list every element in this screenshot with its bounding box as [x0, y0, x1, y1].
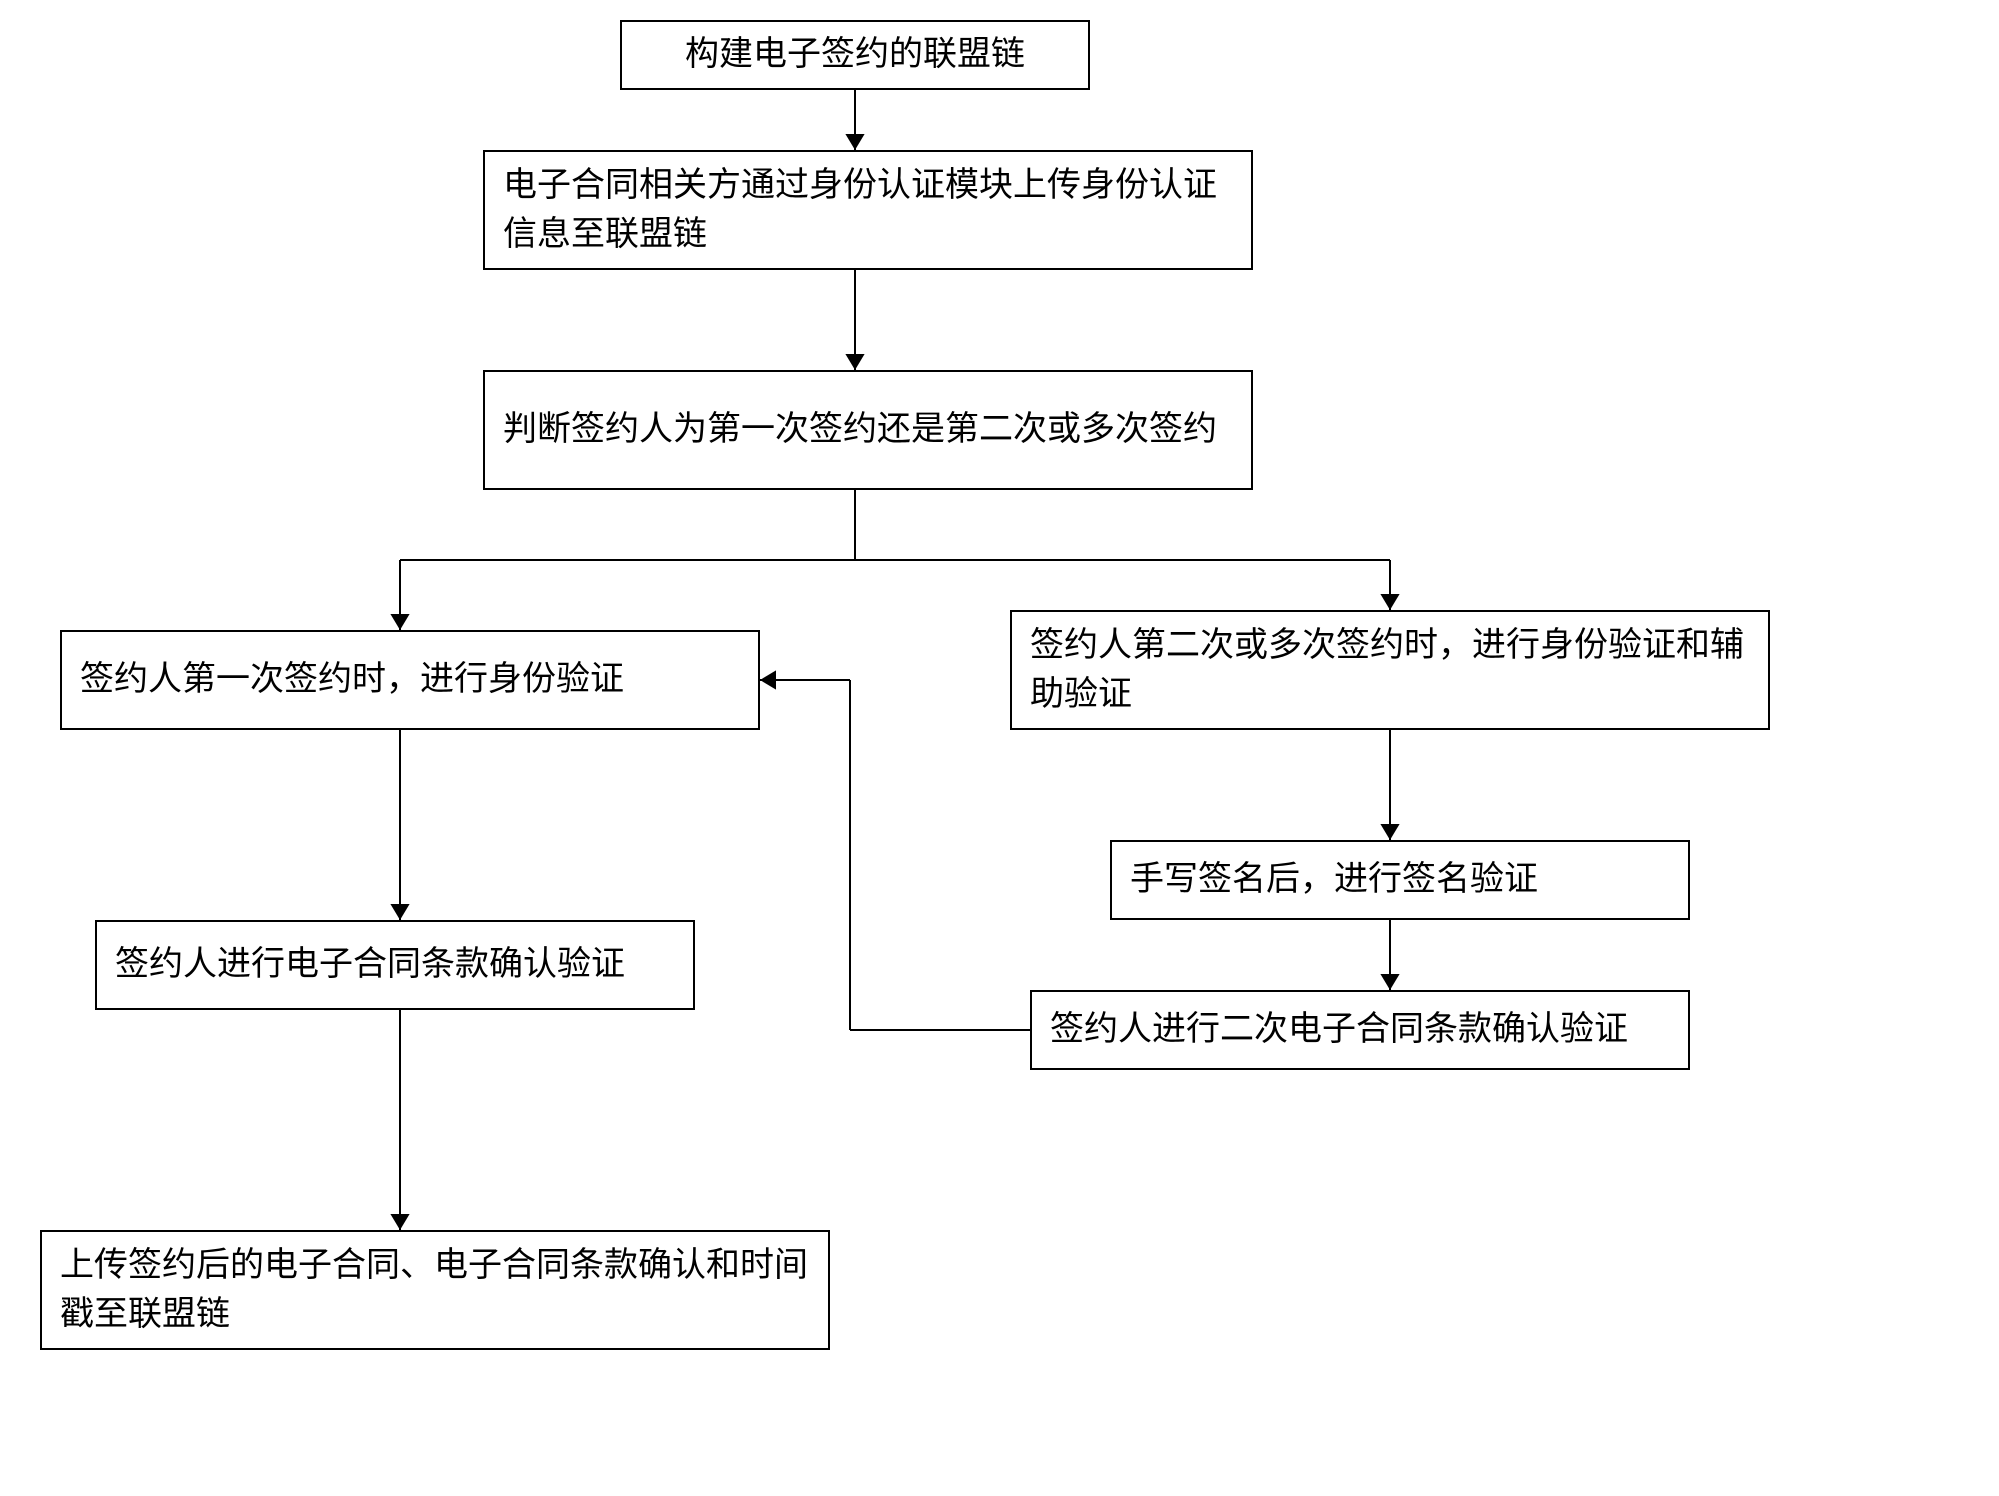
node-build-chain: 构建电子签约的联盟链	[620, 20, 1090, 90]
node-label: 手写签名后，进行签名验证	[1130, 855, 1538, 904]
node-label: 签约人第二次或多次签约时，进行身份验证和辅助验证	[1030, 621, 1750, 720]
node-label: 签约人进行电子合同条款确认验证	[115, 940, 625, 989]
node-upload-identity: 电子合同相关方通过身份认证模块上传身份认证信息至联盟链	[483, 150, 1253, 270]
node-label: 上传签约后的电子合同、电子合同条款确认和时间戳至联盟链	[60, 1241, 810, 1340]
node-upload-contract: 上传签约后的电子合同、电子合同条款确认和时间戳至联盟链	[40, 1230, 830, 1350]
node-first-sign-verify: 签约人第一次签约时，进行身份验证	[60, 630, 760, 730]
node-judge-first-or-repeat: 判断签约人为第一次签约还是第二次或多次签约	[483, 370, 1253, 490]
node-label: 判断签约人为第一次签约还是第二次或多次签约	[503, 405, 1217, 454]
node-label: 电子合同相关方通过身份认证模块上传身份认证信息至联盟链	[503, 161, 1233, 260]
node-label: 签约人第一次签约时，进行身份验证	[80, 655, 624, 704]
node-confirm-terms: 签约人进行电子合同条款确认验证	[95, 920, 695, 1010]
node-label: 构建电子签约的联盟链	[685, 30, 1025, 79]
node-handwrite-sign: 手写签名后，进行签名验证	[1110, 840, 1690, 920]
node-label: 签约人进行二次电子合同条款确认验证	[1050, 1005, 1628, 1054]
node-repeat-sign-verify: 签约人第二次或多次签约时，进行身份验证和辅助验证	[1010, 610, 1770, 730]
flowchart-canvas: 构建电子签约的联盟链 电子合同相关方通过身份认证模块上传身份认证信息至联盟链 判…	[0, 0, 1999, 1496]
node-second-confirm-terms: 签约人进行二次电子合同条款确认验证	[1030, 990, 1690, 1070]
